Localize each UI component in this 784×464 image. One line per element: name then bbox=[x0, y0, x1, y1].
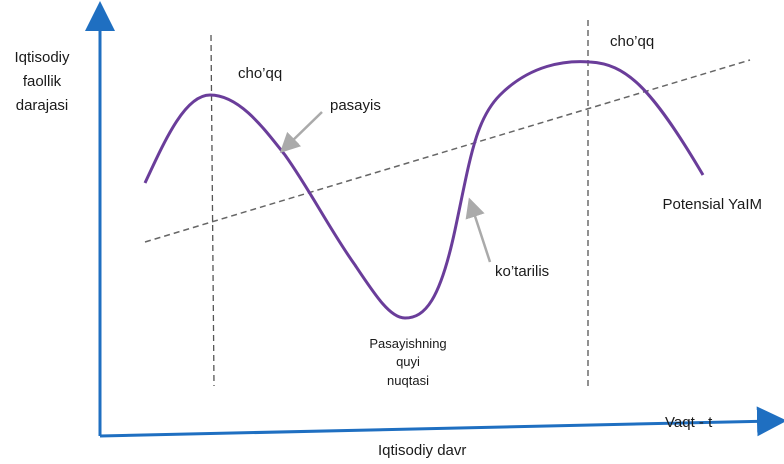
peak-label: cho’qq bbox=[610, 33, 654, 50]
rise-arrow bbox=[465, 197, 492, 263]
trough-label: quyi bbox=[396, 354, 420, 369]
trough-label: Pasayishning bbox=[369, 336, 446, 351]
cycle-curve bbox=[143, 60, 705, 320]
rise-label: ko’tarilis bbox=[495, 263, 549, 280]
peak-line bbox=[210, 34, 215, 387]
x-axis bbox=[99, 406, 784, 438]
y-axis-label: faollik bbox=[23, 73, 62, 90]
decline-arrow bbox=[279, 111, 323, 153]
y-axis-label: Iqtisodiy bbox=[14, 49, 70, 66]
decline-label: pasayis bbox=[330, 97, 381, 114]
x-axis-label: Iqtisodiy davr bbox=[378, 442, 466, 459]
peak-label: cho’qq bbox=[238, 65, 282, 82]
y-axis-label: darajasi bbox=[16, 97, 69, 114]
x-axis-end-label: Vaqt - t bbox=[665, 414, 713, 431]
trend-label: Potensial YaIM bbox=[663, 196, 763, 213]
trough-label: nuqtasi bbox=[387, 373, 429, 388]
trend-line bbox=[144, 59, 751, 243]
